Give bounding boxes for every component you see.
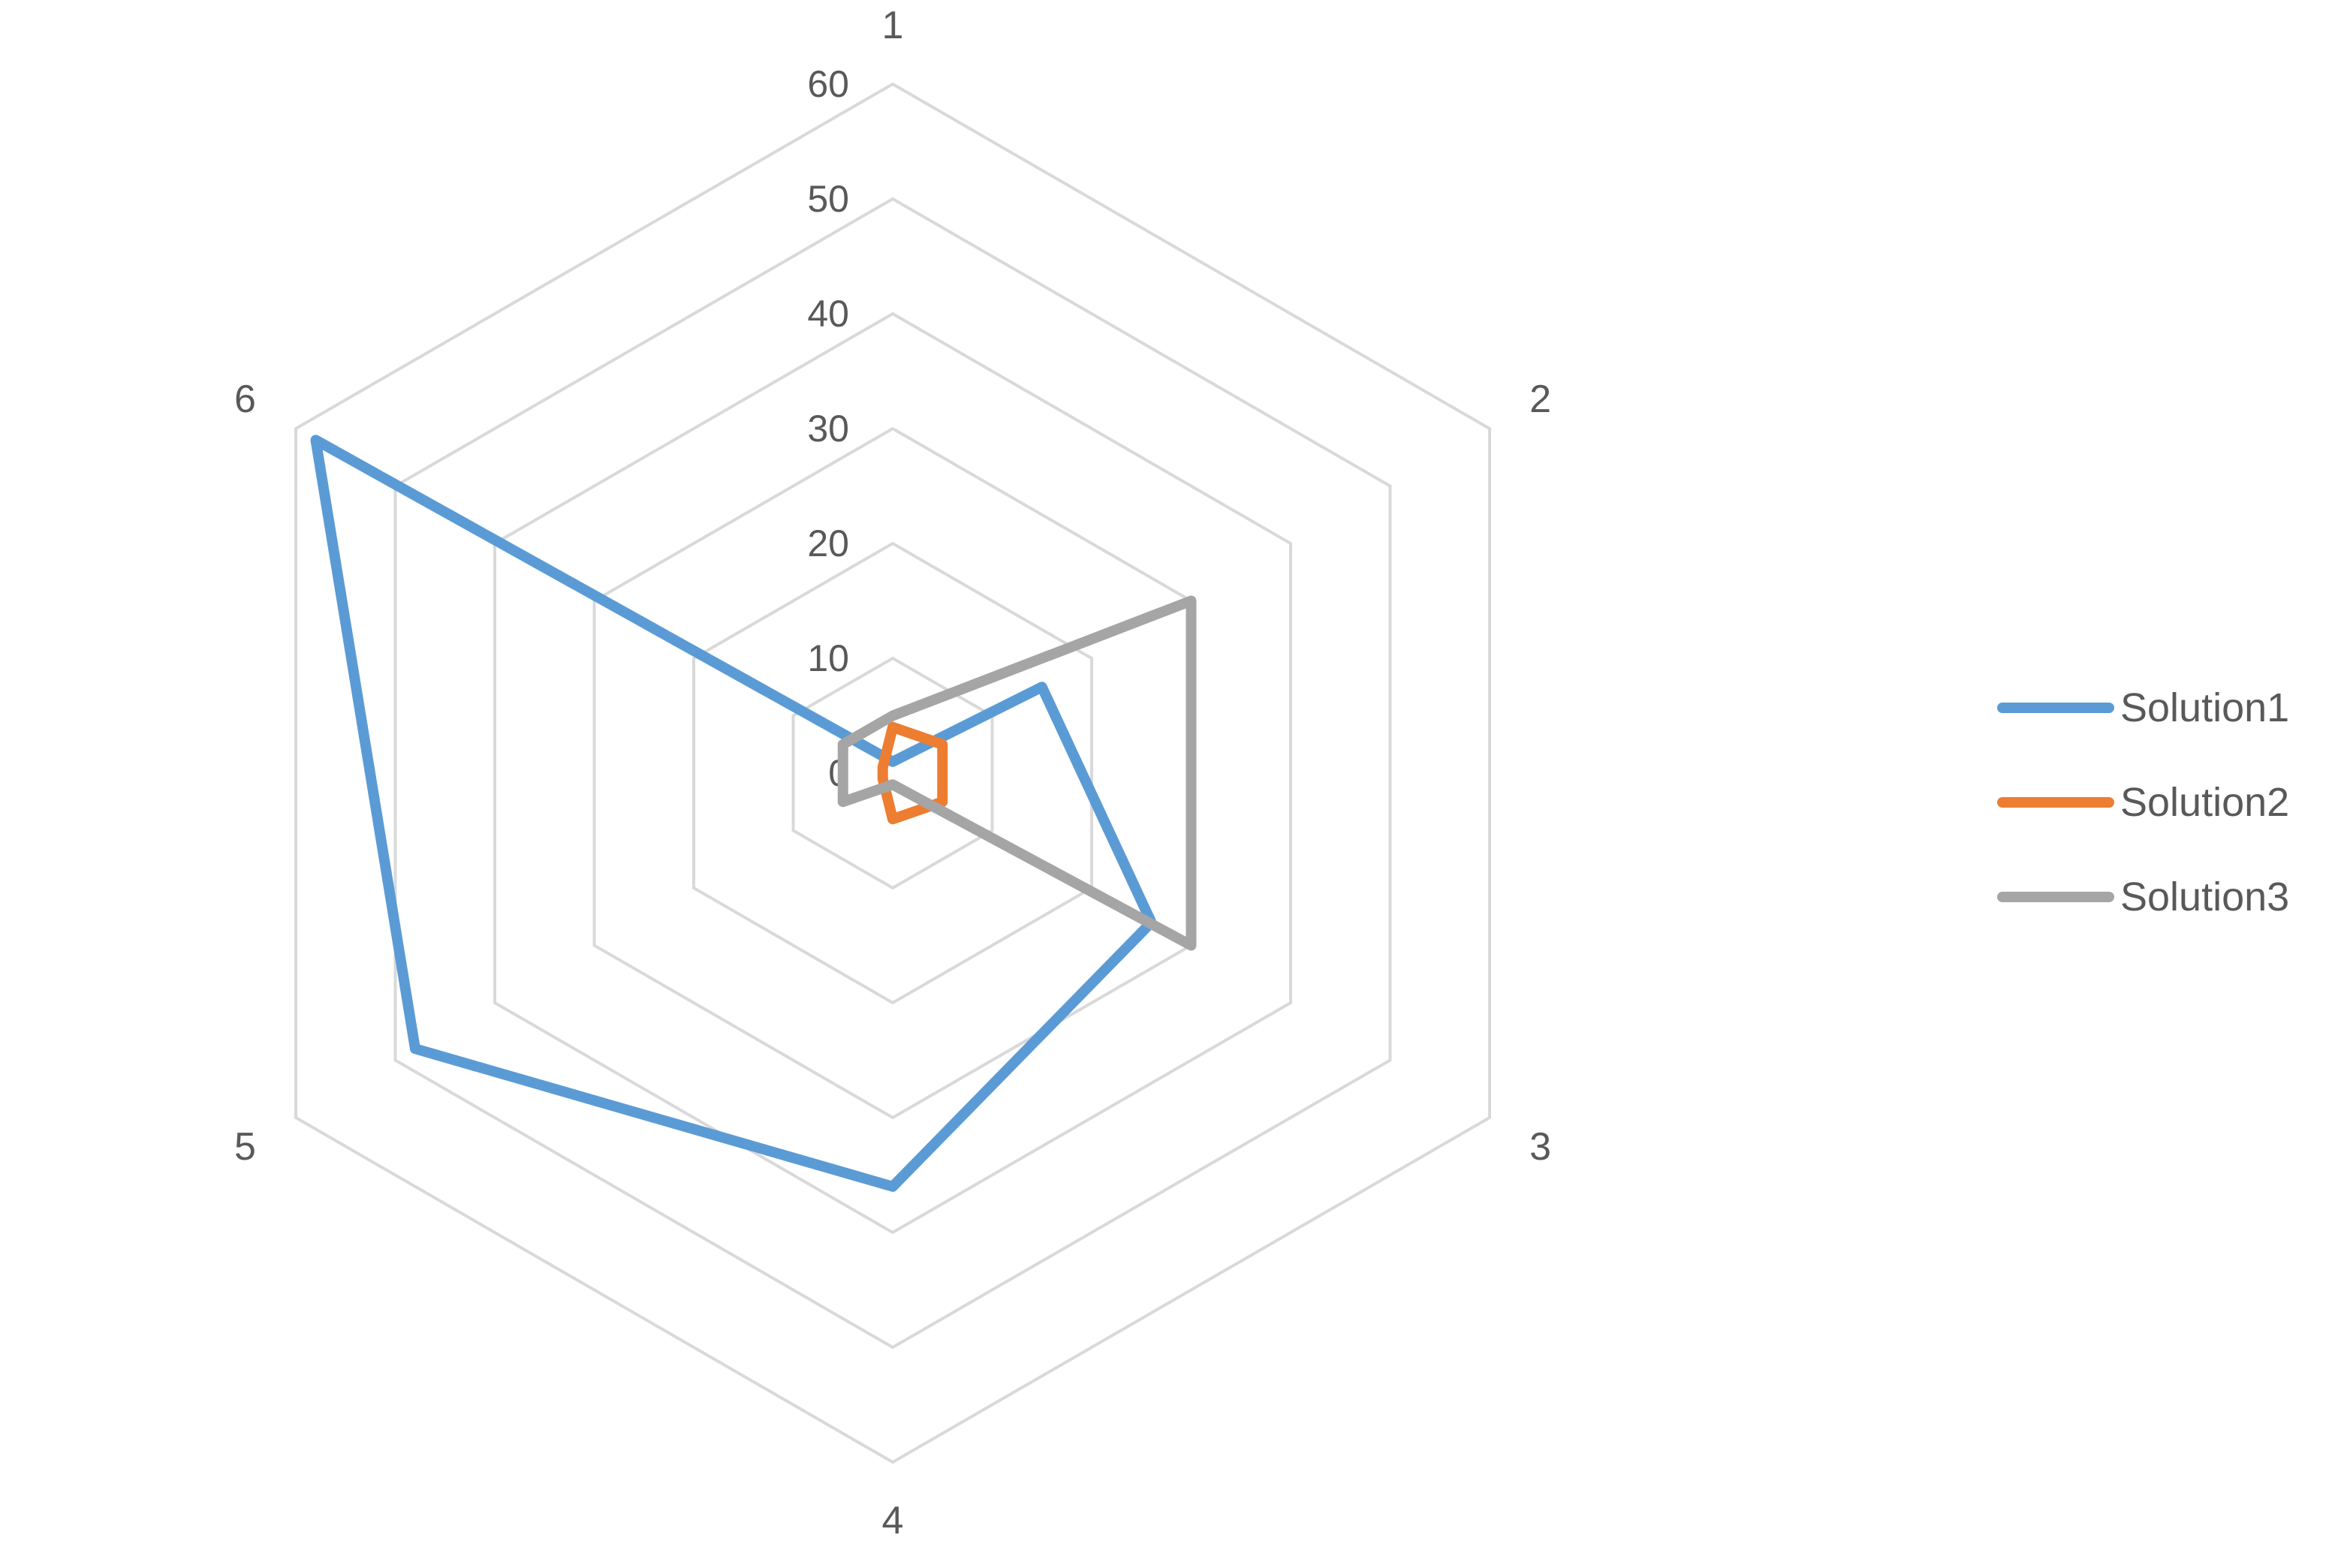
series-line-solution2	[877, 721, 948, 825]
legend: Solution1 Solution2 Solution3	[1997, 661, 2289, 944]
category-axis-labels: 1 2 3 4 5 6	[234, 4, 1551, 1542]
legend-swatch-solution3	[1997, 892, 2114, 902]
category-label-4: 4	[882, 1499, 904, 1542]
series-lines	[310, 435, 1197, 1192]
tick-label-20: 20	[807, 522, 849, 564]
grid-ring-60	[294, 82, 1492, 1464]
grid-ring-40	[493, 311, 1293, 1235]
category-label-5: 5	[234, 1125, 256, 1169]
legend-swatch-solution1	[1997, 703, 2114, 713]
category-label-6: 6	[234, 378, 256, 421]
tick-label-50: 50	[807, 178, 849, 220]
tick-label-40: 40	[807, 293, 849, 335]
legend-item-solution1: Solution1	[1997, 661, 2289, 755]
category-label-2: 2	[1529, 378, 1551, 421]
category-label-3: 3	[1529, 1125, 1551, 1169]
grid-ring-50	[393, 197, 1392, 1350]
tick-label-60: 60	[807, 63, 849, 105]
legend-label-solution1: Solution1	[2120, 685, 2290, 730]
series-line-solution3	[837, 595, 1197, 951]
grid-ring-30	[592, 426, 1193, 1120]
series-line-solution1	[310, 435, 1157, 1192]
grid-ring-20	[691, 541, 1094, 1005]
legend-label-solution3: Solution3	[2120, 874, 2290, 919]
tick-label-30: 30	[807, 408, 849, 450]
radar-grid	[294, 82, 1492, 1464]
tick-label-10: 10	[807, 637, 849, 679]
category-label-1: 1	[882, 4, 904, 47]
legend-item-solution2: Solution2	[1997, 755, 2289, 850]
legend-label-solution2: Solution2	[2120, 780, 2290, 825]
legend-item-solution3: Solution3	[1997, 850, 2289, 944]
legend-swatch-solution2	[1997, 797, 2114, 808]
